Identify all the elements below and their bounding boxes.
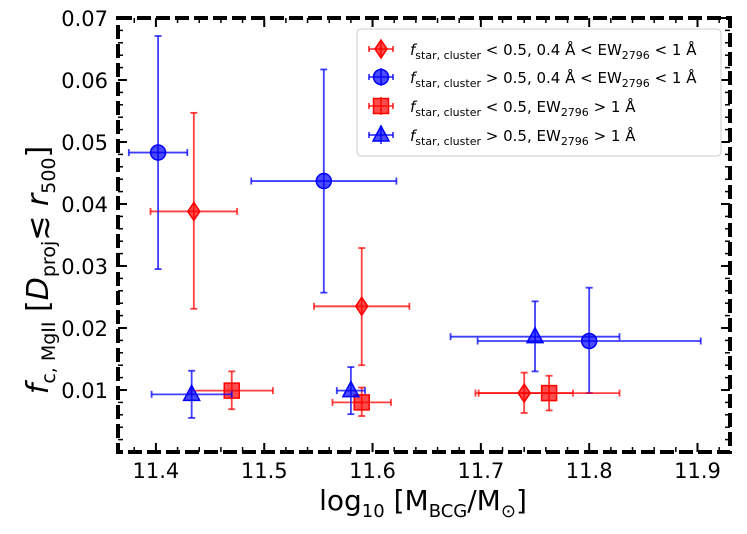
y-tick-label: 0.03: [61, 255, 108, 279]
legend-triangle-marker: [371, 124, 391, 142]
y-tick-label: 0.07: [61, 7, 108, 31]
data-point-blue-circle: [127, 35, 189, 271]
legend-marker-red-square: [368, 97, 394, 115]
y-tick-label: 0.06: [61, 69, 108, 93]
legend: fstar, cluster < 0.5, 0.4 Å < EW2796 < 1…: [356, 28, 722, 157]
legend-box: [356, 28, 722, 157]
legend-marker-red-diamond: [368, 38, 394, 60]
data-point-blue-triangle: [449, 300, 621, 373]
plot-area: [127, 35, 702, 419]
y-tick-label: 0.02: [61, 317, 108, 341]
legend-label-blue-triangle: fstar, cluster > 0.5, EW2796 > 1 Å: [410, 126, 636, 148]
y-tick-label: 0.04: [61, 193, 108, 217]
legend-label-red-diamond: fstar, cluster < 0.5, 0.4 Å < EW2796 < 1…: [410, 40, 697, 62]
triangle-marker: [525, 326, 545, 344]
x-tick-label: 11.9: [674, 459, 721, 483]
data-point-red-square: [477, 374, 621, 412]
circle-marker: [580, 332, 598, 350]
x-tick-label: 11.6: [349, 459, 396, 483]
data-point-blue-triangle: [150, 369, 233, 419]
triangle-marker: [341, 380, 361, 398]
plot-frame: [116, 16, 732, 454]
square-marker: [540, 384, 558, 402]
data-point-red-square: [189, 370, 274, 411]
x-tick-label: 11.5: [241, 459, 288, 483]
legend-diamond-marker: [374, 38, 388, 60]
diamond-marker: [186, 201, 201, 222]
y-tick-label: 0.01: [61, 379, 108, 403]
circle-marker: [149, 144, 167, 161]
data-point-red-diamond: [313, 247, 411, 367]
legend-marker-blue-triangle: [368, 124, 394, 144]
data-point-blue-circle: [476, 286, 702, 395]
circle-marker: [315, 172, 333, 190]
y-tick-label: 0.05: [61, 131, 108, 155]
data-point-red-square: [331, 386, 392, 417]
diamond-marker: [354, 295, 369, 317]
x-tick-label: 11.4: [133, 459, 180, 483]
data-point-blue-circle: [250, 68, 398, 294]
x-tick-label: 11.8: [566, 459, 613, 483]
triangle-marker: [182, 383, 201, 402]
data-point-red-diamond: [149, 111, 239, 310]
legend-circle-marker: [372, 68, 390, 86]
data-point-blue-triangle: [335, 366, 366, 416]
legend-square-marker: [372, 97, 390, 115]
legend-markers: [368, 38, 394, 144]
x-tick-label: 11.7: [457, 459, 504, 483]
y-axis-label: fc, MgII [Dproj≲ r500]: [21, 146, 60, 394]
legend-marker-blue-circle: [368, 68, 394, 86]
square-marker: [353, 394, 370, 411]
x-axis-label: log10 [MBCG/M⊙]: [319, 484, 527, 522]
legend-label-blue-circle: fstar, cluster > 0.5, 0.4 Å < EW2796 < 1…: [410, 68, 697, 90]
legend-label-red-square: fstar, cluster < 0.5, EW2796 > 1 Å: [410, 97, 636, 119]
